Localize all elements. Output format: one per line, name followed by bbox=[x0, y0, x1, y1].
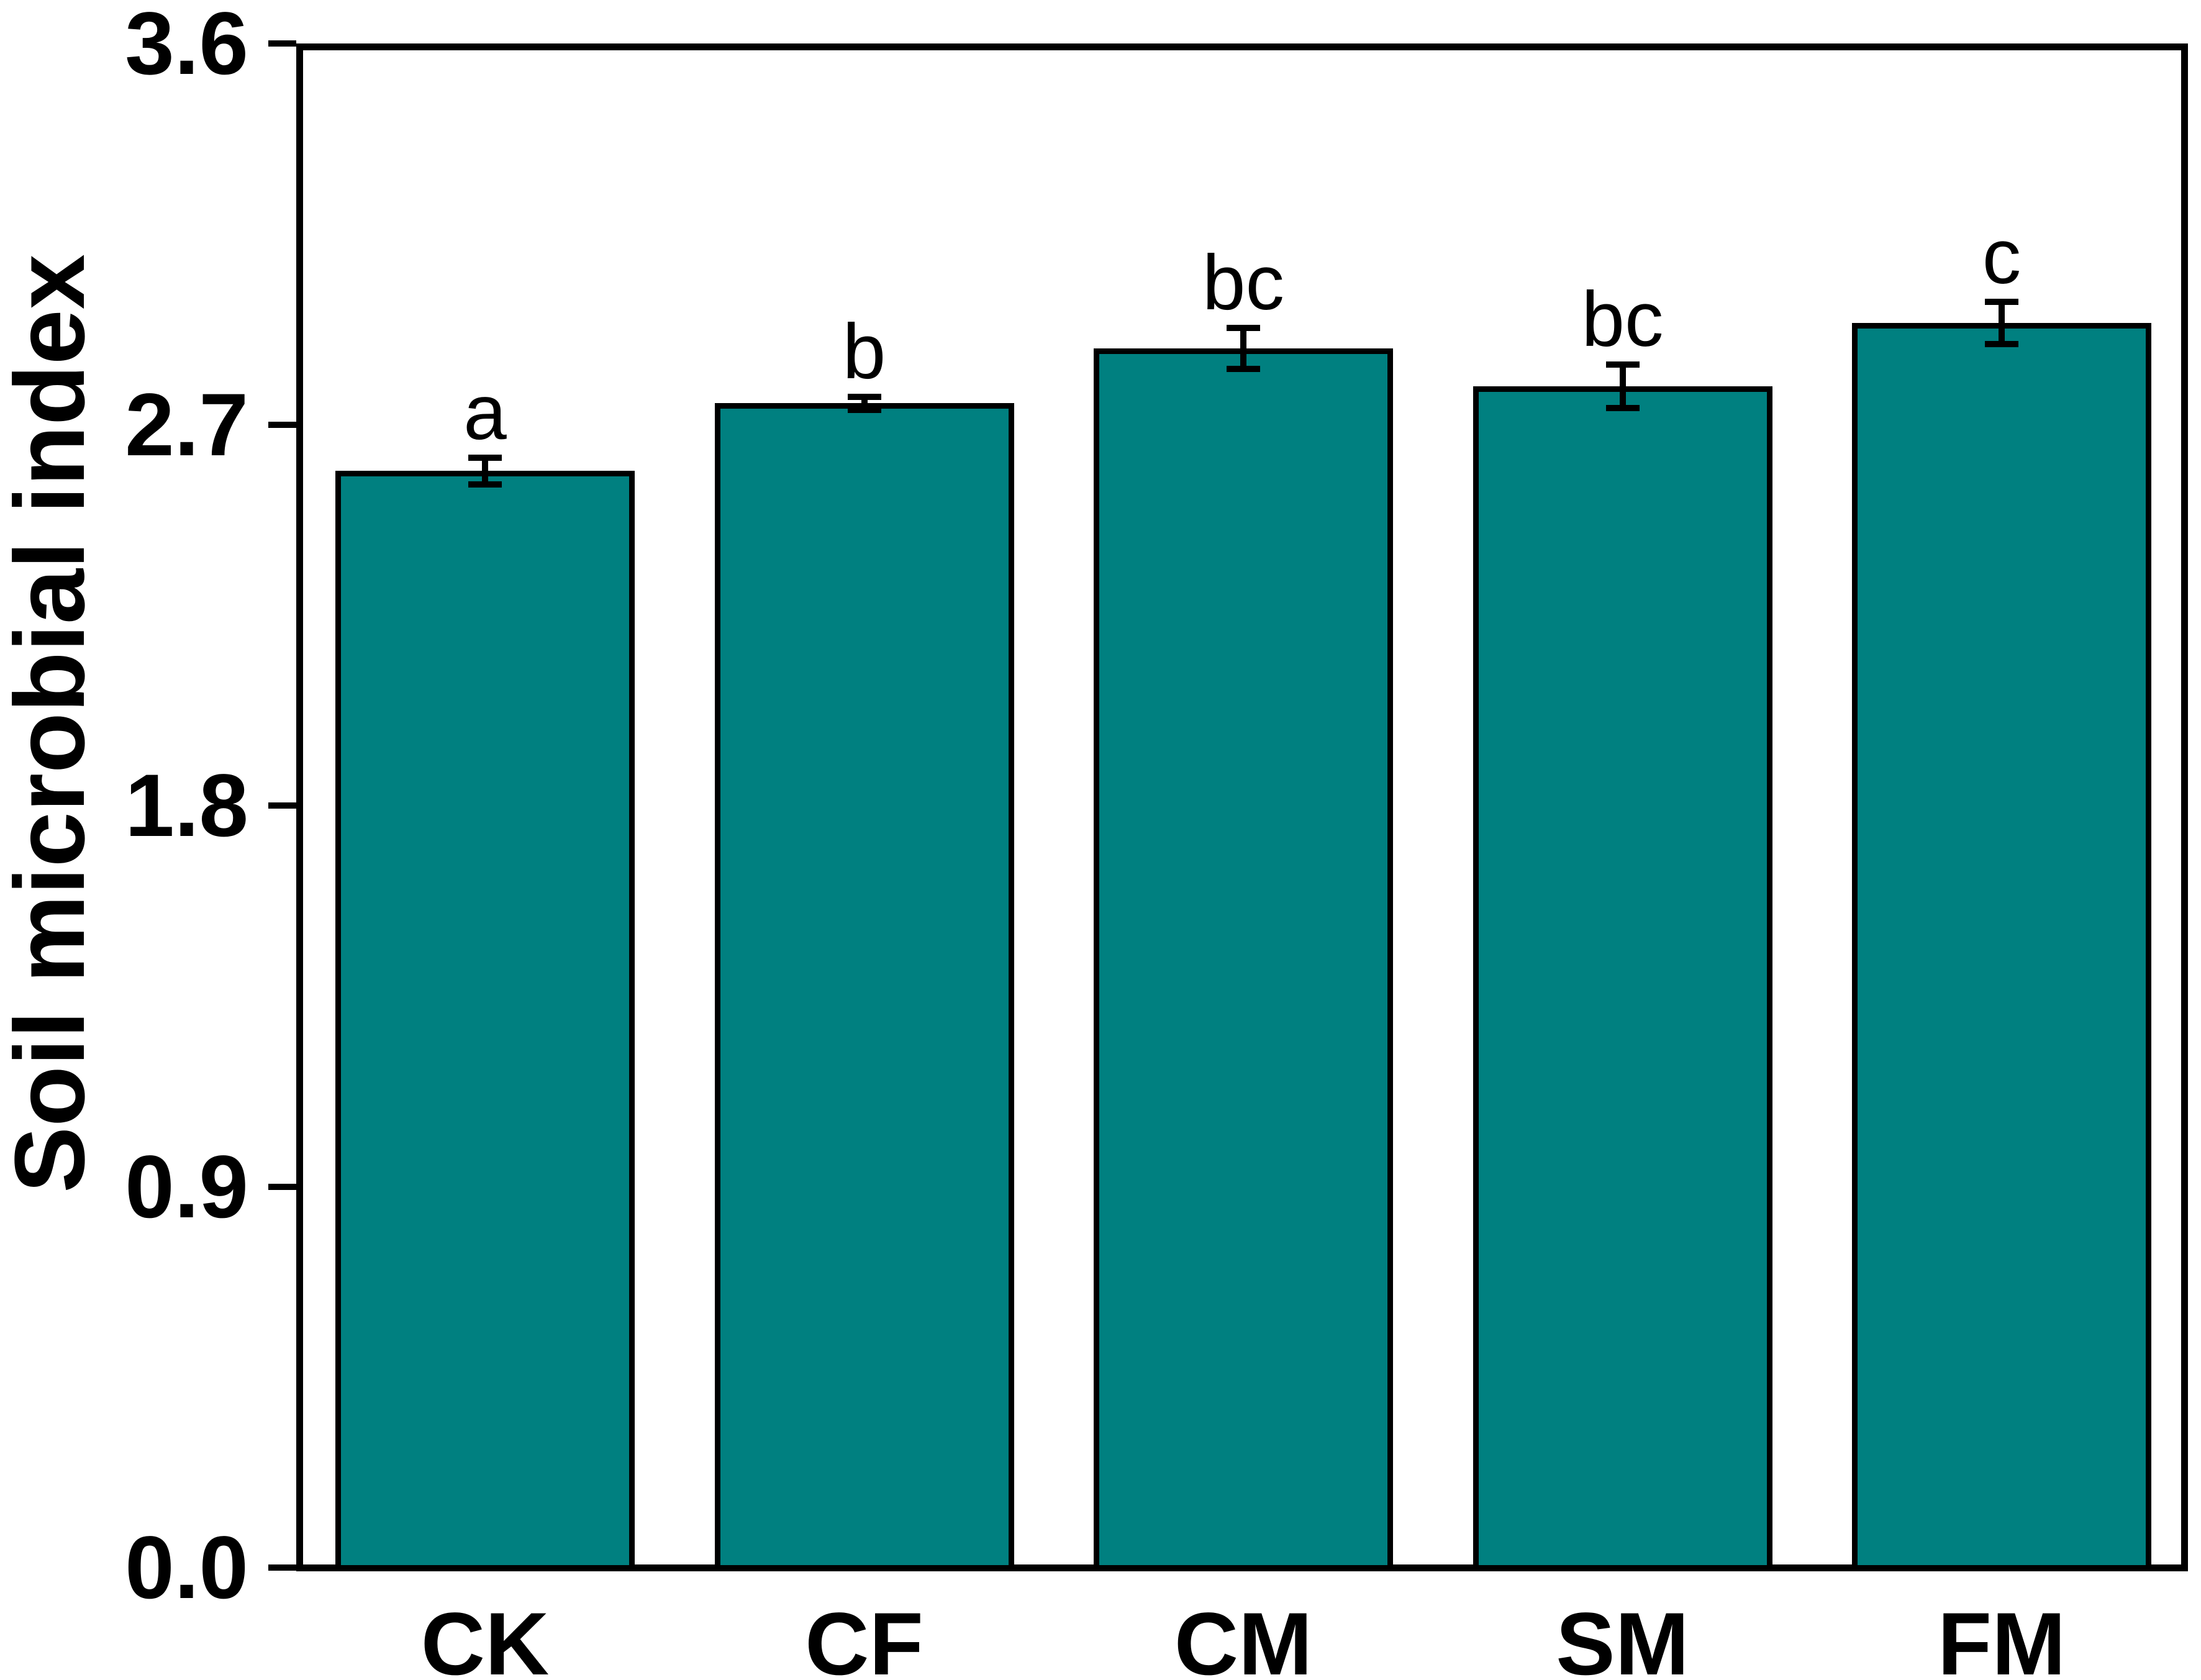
error-bar-cap bbox=[1605, 361, 1640, 368]
x-label-cm: CM bbox=[1174, 1595, 1313, 1680]
error-bar-fm bbox=[1999, 301, 2005, 344]
error-bar-cap bbox=[1227, 365, 1260, 372]
error-bar-cap bbox=[1985, 298, 2018, 305]
bar-fm bbox=[1852, 322, 2151, 1571]
x-label-ck: CK bbox=[420, 1595, 550, 1680]
error-bar-cap bbox=[847, 407, 881, 414]
y-tick-label: 0.0 bbox=[125, 1519, 248, 1617]
error-bar-sm bbox=[1619, 365, 1626, 408]
error-bar-cap bbox=[1605, 404, 1640, 411]
x-label-sm: SM bbox=[1556, 1595, 1689, 1680]
error-bar-cap bbox=[468, 454, 502, 461]
y-tick-mark bbox=[268, 802, 296, 809]
error-bar-cap bbox=[1985, 340, 2018, 347]
bar-cm bbox=[1094, 348, 1393, 1571]
sig-letter-fm: c bbox=[1982, 213, 2022, 300]
y-tick-label: 0.9 bbox=[125, 1137, 248, 1237]
sig-letter-sm: bc bbox=[1581, 276, 1664, 363]
y-tick-label: 2.7 bbox=[125, 375, 248, 474]
sig-letter-cf: b bbox=[842, 308, 886, 395]
y-tick-label: 1.8 bbox=[125, 756, 248, 855]
error-bar-cap bbox=[1227, 325, 1260, 332]
error-bar-ck bbox=[482, 457, 488, 485]
y-tick-mark bbox=[268, 421, 296, 428]
sig-letter-cm: bc bbox=[1202, 240, 1285, 327]
error-bar-cm bbox=[1240, 328, 1246, 369]
error-bar-cap bbox=[847, 393, 881, 400]
y-tick-mark bbox=[268, 1183, 296, 1190]
error-bar-cf bbox=[861, 396, 868, 411]
bar-ck bbox=[335, 471, 635, 1571]
y-tick-mark bbox=[268, 1564, 296, 1571]
bar-cf bbox=[714, 403, 1014, 1571]
y-tick-label: 3.6 bbox=[125, 0, 248, 93]
x-label-cf: CF bbox=[805, 1595, 924, 1680]
sig-letter-ck: a bbox=[463, 369, 507, 456]
error-bar-cap bbox=[468, 481, 502, 488]
x-label-fm: FM bbox=[1937, 1595, 2066, 1680]
y-tick-mark bbox=[268, 40, 296, 47]
bar-sm bbox=[1473, 386, 1772, 1571]
